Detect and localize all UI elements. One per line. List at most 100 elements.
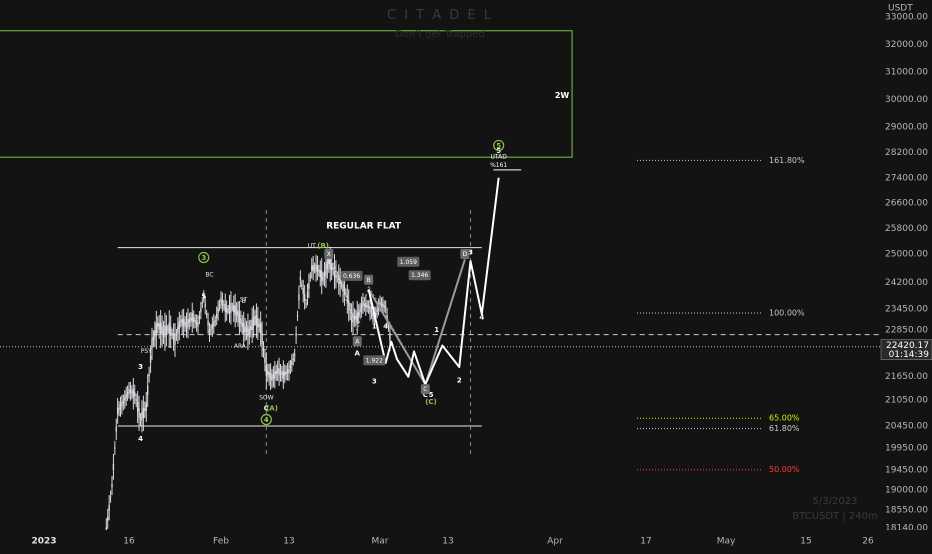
candle-body: [146, 385, 149, 395]
candle-body: [386, 314, 388, 319]
candle-body: [192, 317, 195, 322]
wave-label: 1: [434, 326, 439, 334]
candle-body: [313, 267, 316, 269]
wyckoff-label: B: [242, 298, 246, 305]
wave-label: 3: [468, 248, 473, 256]
candle-body: [141, 411, 143, 421]
watermark-slogan: Don't get Trapped: [395, 29, 485, 40]
candle-body: [258, 324, 260, 327]
candle-body: [167, 329, 169, 331]
candle-body: [115, 427, 117, 432]
candle-body: [200, 308, 202, 313]
candle-body: [312, 264, 314, 272]
wyckoff-label: PSY: [141, 348, 152, 355]
time-axis-tick: May: [717, 537, 736, 547]
wyckoff-label: BC: [205, 272, 213, 279]
ratio-box: [408, 270, 431, 281]
price-axis-tick: 22850.00: [885, 326, 928, 336]
candle-body: [188, 319, 191, 323]
candle-body: [288, 368, 290, 373]
time-axis-tick: 13: [283, 537, 294, 547]
wave-projection-line: [367, 177, 500, 386]
wave-label: 4: [138, 435, 143, 443]
candle-body: [162, 329, 165, 335]
candle-body: [289, 366, 292, 368]
ratio-label: 0.636: [343, 273, 360, 280]
candle-body: [105, 527, 108, 533]
candle-body: [350, 313, 353, 322]
candle-body: [182, 318, 185, 327]
price-axis-panel: [880, 0, 932, 550]
candle-body: [329, 258, 331, 270]
candle-body: [257, 318, 259, 328]
wave-label: (C): [425, 398, 437, 406]
candle-body: [218, 304, 221, 306]
watermark-symbol: BTCUSDT | 240m: [792, 511, 878, 522]
fib-label: 61.80%: [769, 424, 800, 433]
candle-body: [241, 322, 243, 327]
candle-body: [339, 278, 341, 287]
candle-body: [286, 370, 289, 374]
candle-body: [201, 303, 204, 305]
candle-body: [345, 292, 347, 294]
time-axis-tick: Apr: [547, 537, 563, 547]
candle-body: [332, 268, 334, 270]
candle-body: [116, 407, 119, 414]
watermark-date: 5/3/2023: [812, 496, 858, 507]
candle-body: [285, 371, 287, 374]
pattern-point-box: [364, 274, 374, 285]
circled-wave-label: 5: [496, 142, 501, 150]
candle-body: [151, 339, 153, 349]
candle-body: [233, 305, 235, 313]
candle-body: [144, 408, 146, 411]
candle-body: [195, 321, 198, 325]
candle-body: [302, 288, 304, 294]
price-axis-tick: 21650.00: [885, 372, 928, 382]
candle-body: [165, 325, 168, 335]
candle-body: [261, 333, 263, 345]
candle-body: [383, 305, 385, 307]
candle-body: [292, 358, 294, 360]
price-axis-tick: 24200.00: [885, 278, 928, 288]
candle-body: [360, 304, 363, 310]
pattern-title: REGULAR FLAT: [326, 222, 402, 232]
candle-body: [315, 264, 317, 272]
candle-body: [228, 304, 231, 313]
candle-body: [387, 326, 390, 328]
candle-body: [129, 389, 132, 394]
candle-body: [343, 285, 346, 295]
candle-body: [237, 310, 239, 318]
candle-body: [264, 357, 266, 363]
candle-body: [223, 304, 225, 306]
pattern-point-label: X: [327, 251, 331, 258]
candle-body: [124, 397, 126, 401]
candle-body: [271, 376, 273, 381]
candle-body: [154, 330, 156, 338]
candle-body: [224, 303, 226, 312]
candle-body: [220, 298, 222, 302]
current-price-tag: [880, 339, 932, 361]
candle-body: [142, 407, 145, 419]
wyckoff-label: A: [242, 343, 247, 350]
candle-body: [248, 328, 251, 336]
candle-body: [321, 270, 323, 282]
pattern-point-box: [324, 249, 334, 259]
candle-body: [210, 328, 212, 330]
candle-body: [175, 334, 178, 336]
candle-body: [319, 269, 321, 277]
wave-label: 4: [383, 322, 388, 330]
circled-wave-label: 3: [201, 254, 206, 262]
candle-body: [135, 399, 137, 401]
candle-body: [379, 302, 381, 305]
ratio-box: [340, 270, 363, 281]
candle-body: [238, 312, 241, 323]
candle-body: [244, 326, 246, 333]
candle-body: [121, 402, 123, 407]
pattern-point-box: [420, 384, 430, 395]
price-axis-tick: 19450.00: [885, 466, 928, 476]
candle-body: [322, 277, 324, 280]
circled-wave-marker: [260, 413, 272, 426]
candle-body: [234, 305, 236, 316]
